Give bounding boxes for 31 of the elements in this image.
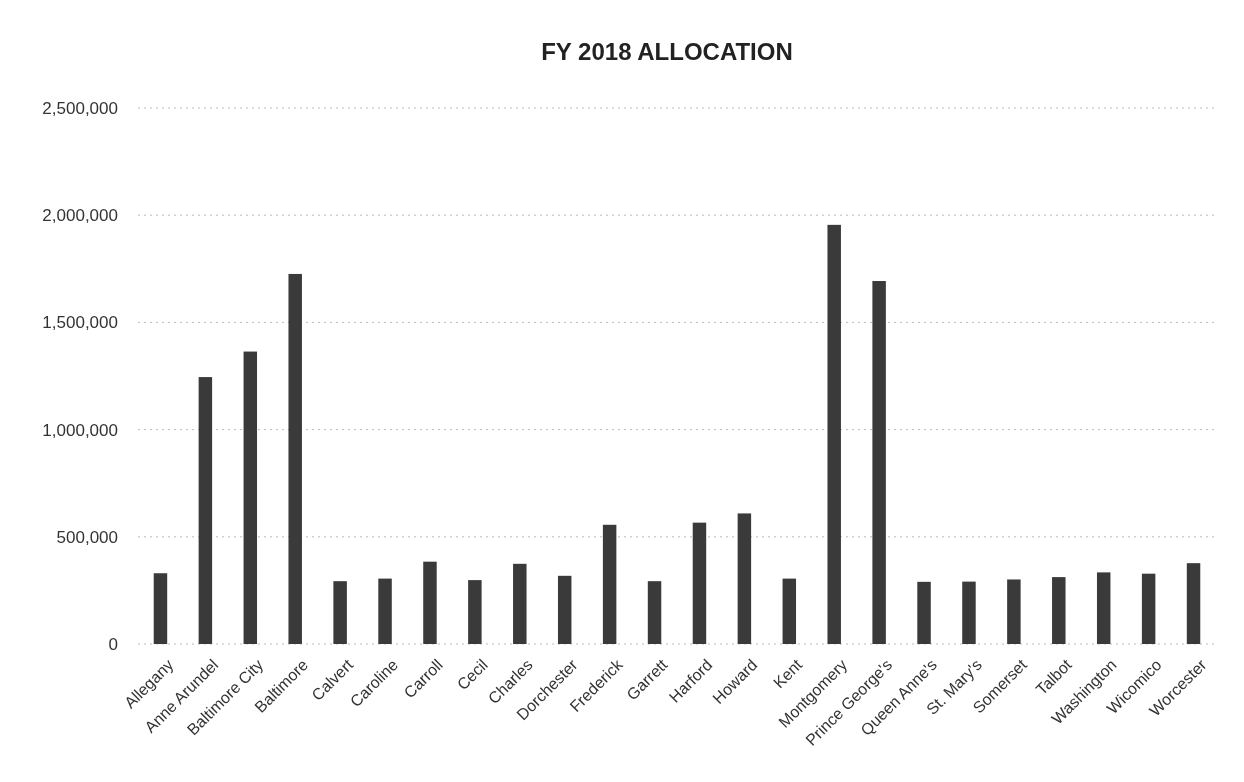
bar [647, 581, 662, 644]
y-tick-label: 0 [108, 634, 118, 654]
bar [513, 563, 527, 644]
bar [827, 224, 841, 644]
bar [737, 513, 752, 644]
bar [602, 524, 617, 644]
bar [1096, 572, 1111, 644]
bar [243, 351, 258, 644]
y-tick-label: 2,000,000 [42, 206, 118, 226]
bar [557, 575, 572, 644]
bar [1186, 563, 1201, 644]
bar [1052, 577, 1066, 644]
bar [1007, 579, 1021, 644]
y-tick-label: 500,000 [56, 527, 118, 547]
y-tick-label: 2,500,000 [42, 98, 118, 118]
bar [962, 581, 976, 644]
bar [468, 580, 482, 644]
bar [378, 578, 392, 644]
chart-title: FY 2018 ALLOCATION [541, 38, 793, 65]
y-tick-label: 1,000,000 [42, 420, 118, 440]
bar [782, 578, 797, 644]
bar [1141, 573, 1156, 644]
bar [692, 522, 707, 644]
bar [917, 581, 931, 644]
bar [423, 561, 437, 644]
bar [333, 581, 347, 644]
y-tick-label: 1,500,000 [42, 313, 118, 333]
bar [288, 273, 302, 644]
bar [872, 281, 886, 644]
bar [153, 573, 168, 644]
bar [198, 377, 213, 644]
